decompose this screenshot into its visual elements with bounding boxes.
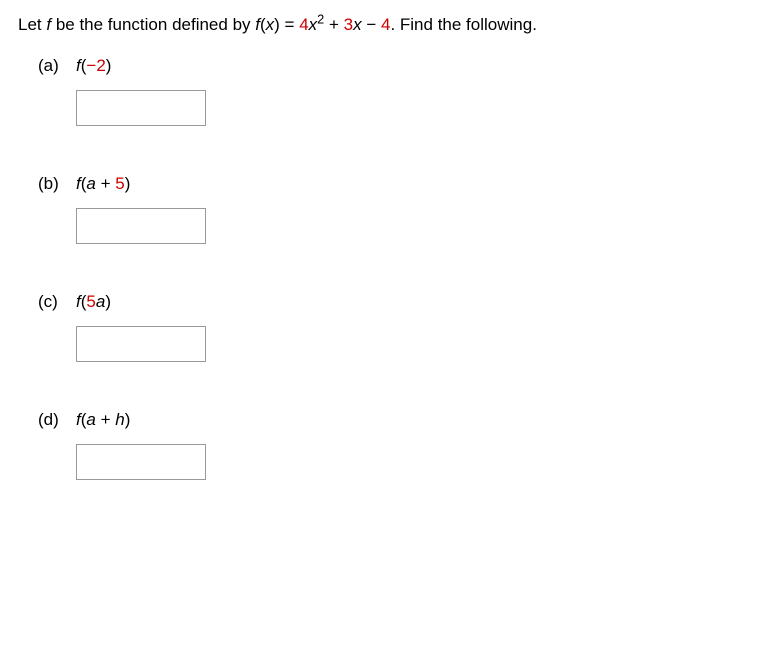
equals: =: [280, 15, 299, 34]
part-d-var2: h: [115, 410, 124, 429]
part-b-var: a: [86, 174, 95, 193]
part-b-input[interactable]: [76, 208, 206, 244]
part-a: (a) f(−2): [18, 56, 758, 126]
part-b-row: (b) f(a + 5): [38, 174, 758, 194]
plus1: +: [324, 15, 343, 34]
part-c-num: 5: [86, 292, 95, 311]
part-d-input[interactable]: [76, 444, 206, 480]
part-a-arg: −2: [86, 56, 105, 75]
part-c-label: (c): [38, 292, 76, 312]
part-b-num: 5: [115, 174, 124, 193]
problem-mid1: be the function defined by: [51, 15, 255, 34]
part-c-row: (c) f(5a): [38, 292, 758, 312]
part-d-row: (d) f(a + h): [38, 410, 758, 430]
part-b-label: (b): [38, 174, 76, 194]
var1: x: [309, 15, 318, 34]
part-a-label: (a): [38, 56, 76, 76]
problem-statement: Let f be the function defined by f(x) = …: [18, 12, 758, 38]
part-c-var: a: [96, 292, 105, 311]
part-a-input[interactable]: [76, 90, 206, 126]
part-c-answer-box: [76, 326, 758, 362]
part-a-expr: f(−2): [76, 56, 111, 76]
part-a-close: ): [106, 56, 112, 75]
part-d-label: (d): [38, 410, 76, 430]
part-d-expr: f(a + h): [76, 410, 130, 430]
part-a-answer-box: [76, 90, 758, 126]
part-d-var1: a: [86, 410, 95, 429]
part-b-answer-box: [76, 208, 758, 244]
coef1: 4: [299, 15, 308, 34]
part-d: (d) f(a + h): [18, 410, 758, 480]
part-d-answer-box: [76, 444, 758, 480]
minus: −: [362, 15, 381, 34]
fx-var: x: [266, 15, 275, 34]
part-c: (c) f(5a): [18, 292, 758, 362]
part-b: (b) f(a + 5): [18, 174, 758, 244]
part-d-close: ): [125, 410, 131, 429]
part-a-row: (a) f(−2): [38, 56, 758, 76]
coef2: 3: [344, 15, 353, 34]
part-c-expr: f(5a): [76, 292, 111, 312]
problem-suffix: . Find the following.: [390, 15, 536, 34]
part-c-close: ): [105, 292, 111, 311]
part-c-input[interactable]: [76, 326, 206, 362]
part-d-plus: +: [96, 410, 115, 429]
problem-prefix: Let: [18, 15, 46, 34]
part-b-close: ): [125, 174, 131, 193]
part-b-plus: +: [96, 174, 115, 193]
part-b-expr: f(a + 5): [76, 174, 130, 194]
var2: x: [353, 15, 362, 34]
